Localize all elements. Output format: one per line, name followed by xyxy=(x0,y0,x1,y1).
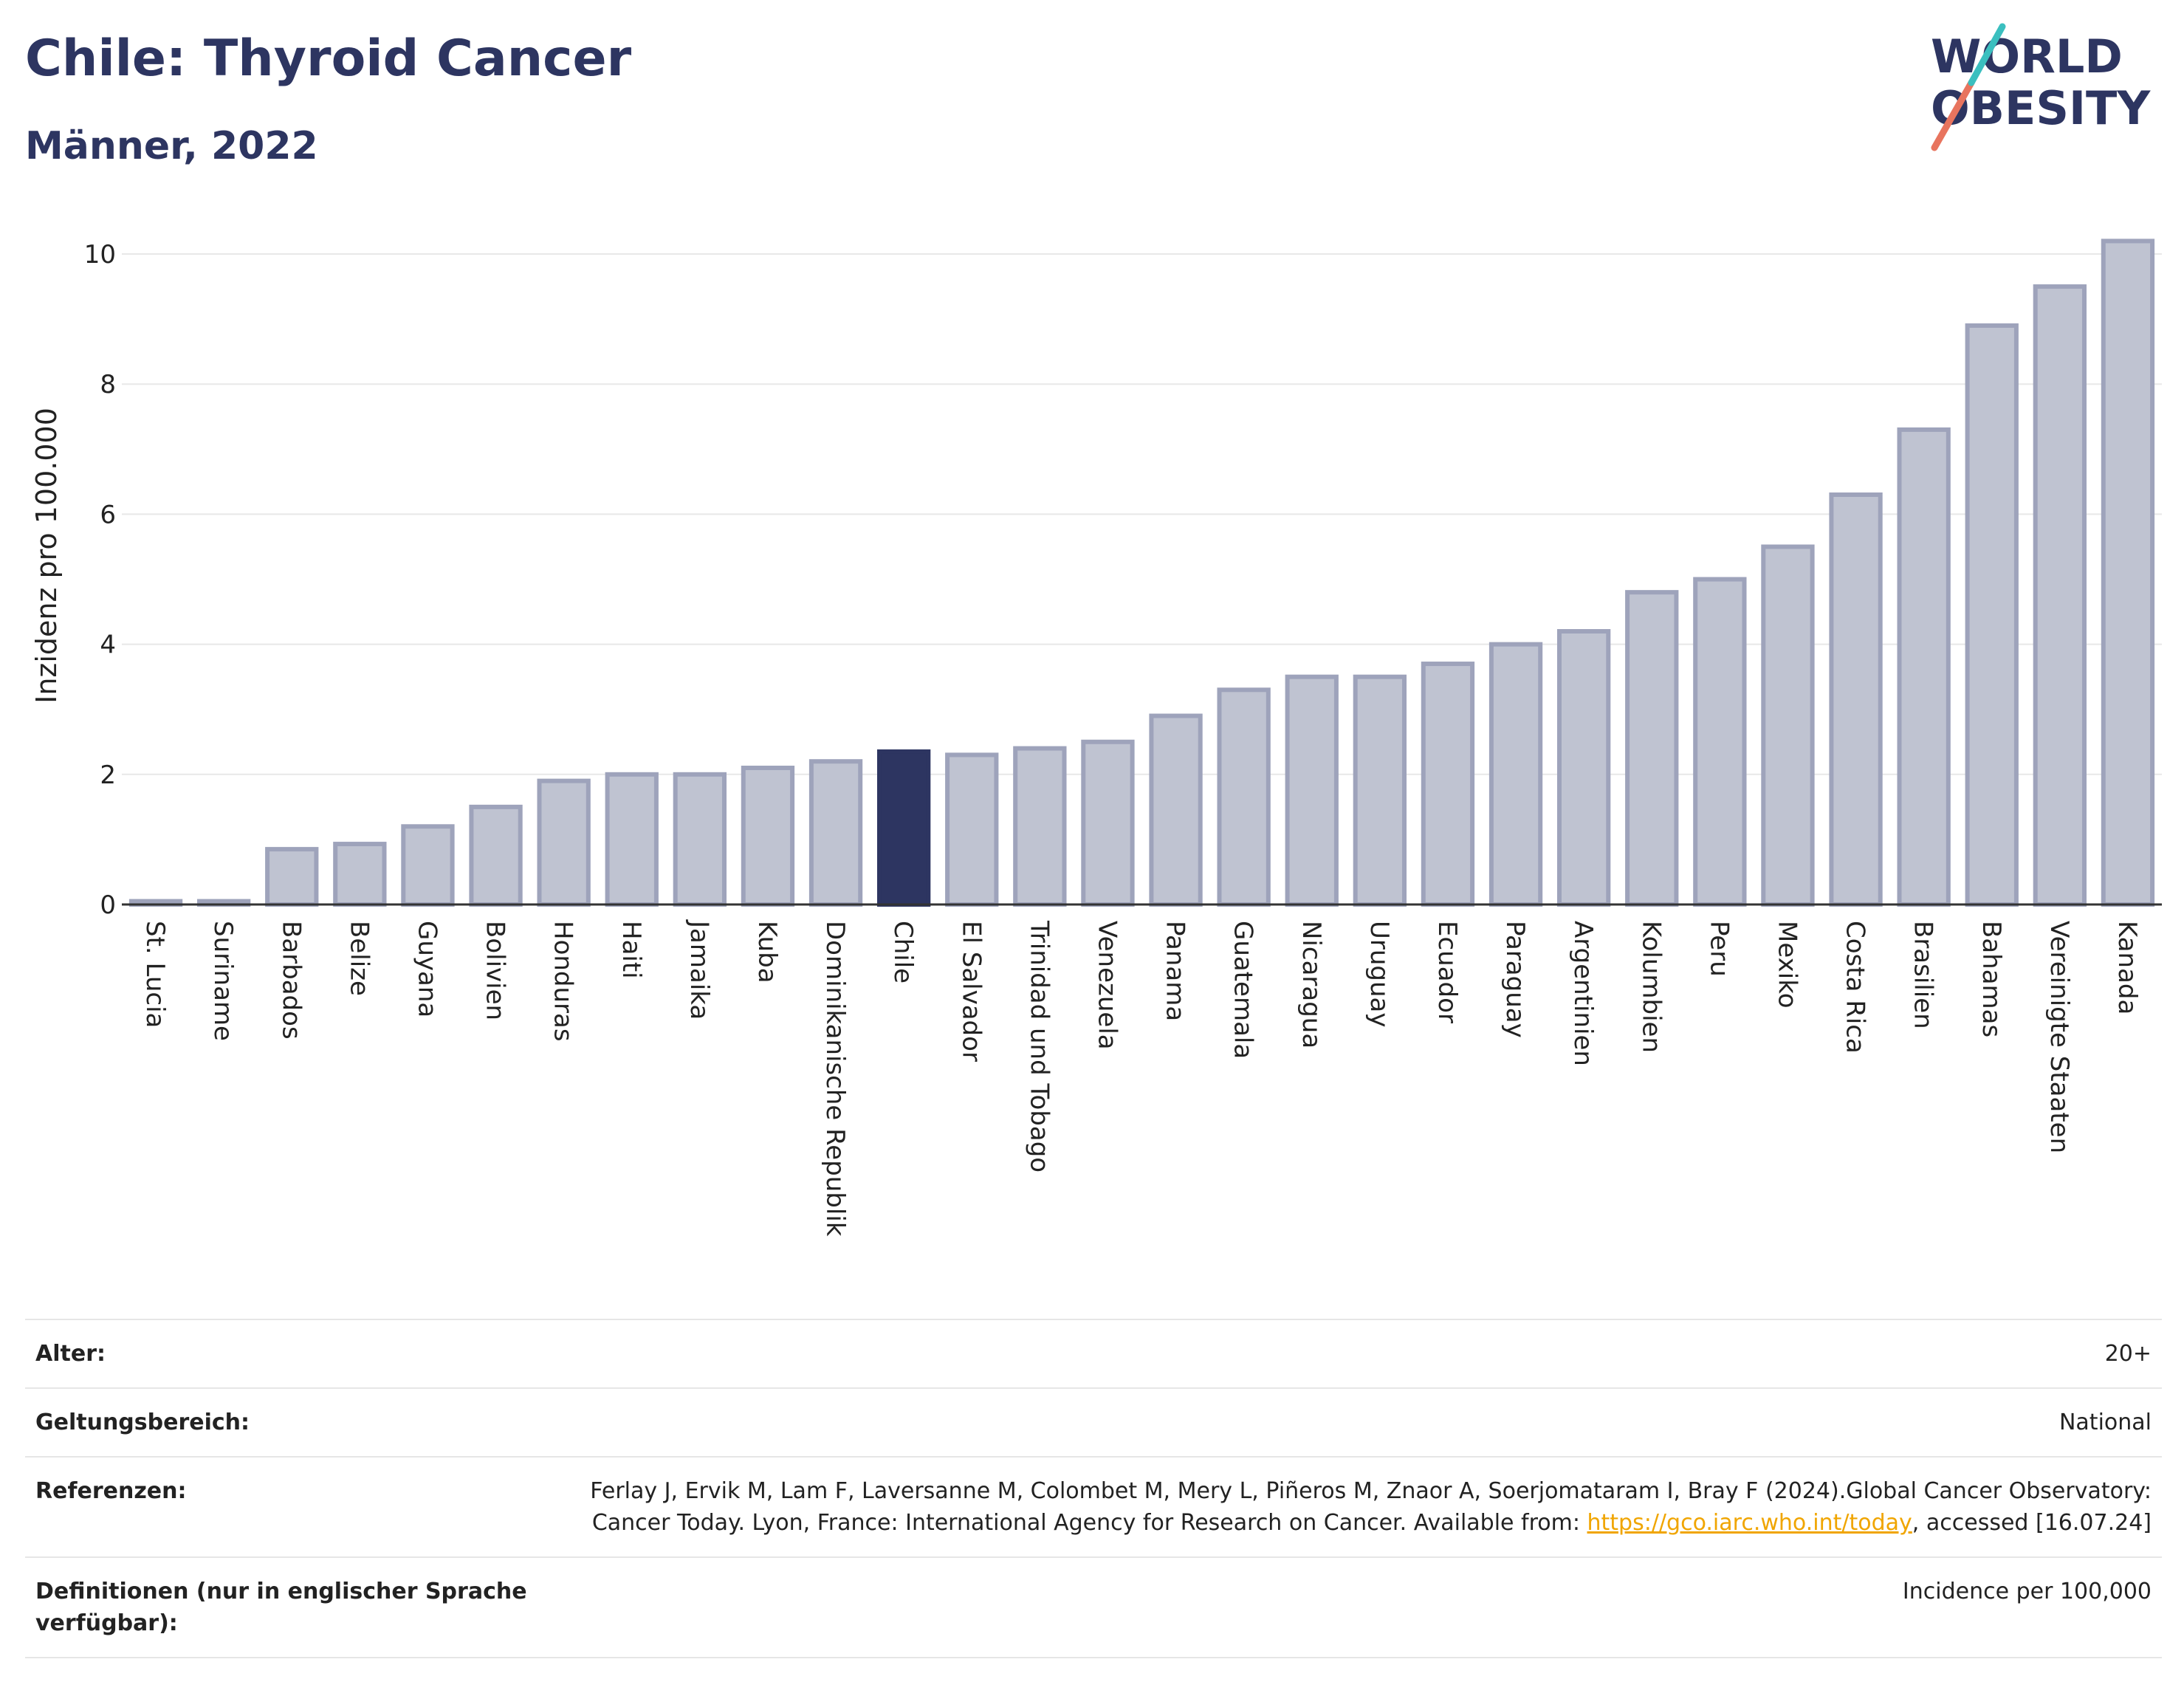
info-table: Alter: 20+ Geltungsbereich: National Ref… xyxy=(25,1319,2162,1658)
info-value-scope: National xyxy=(577,1387,2162,1458)
info-key-definitions: Definitionen (nur in englischer Sprache … xyxy=(25,1556,577,1658)
info-value-age: 20+ xyxy=(577,1319,2162,1389)
x-tick-label: Kolumbien xyxy=(1636,921,1666,1053)
bar-ecuador xyxy=(1421,662,1475,907)
x-tick-label: Belize xyxy=(344,921,374,996)
info-key-references: Referenzen: xyxy=(25,1456,577,1558)
svg-text:WORLD: WORLD xyxy=(1931,30,2123,83)
bar-panama xyxy=(1149,713,1203,907)
bar-jamaika xyxy=(673,772,727,907)
x-tick-label: Nicaragua xyxy=(1297,921,1326,1048)
bar-brasilien xyxy=(1897,427,1951,907)
x-tick-label: Bolivien xyxy=(481,921,510,1020)
page-title: Chile: Thyroid Cancer xyxy=(25,30,632,88)
info-row-definitions: Definitionen (nur in englischer Sprache … xyxy=(25,1556,2162,1658)
x-tick-label: Venezuela xyxy=(1092,921,1122,1050)
bar-nicaragua xyxy=(1285,674,1339,907)
bar-bolivien xyxy=(469,804,523,907)
bar-argentinien xyxy=(1556,629,1611,907)
x-tick-label: Peru xyxy=(1704,921,1734,977)
info-row-age: Alter: 20+ xyxy=(25,1319,2162,1389)
x-tick-label: Jamaika xyxy=(684,919,714,1020)
y-tick-label: 4 xyxy=(100,631,116,660)
y-tick-label: 6 xyxy=(100,500,116,529)
bar-vereinigte-staaten xyxy=(2033,284,2087,907)
reference-link[interactable]: https://gco.iarc.who.int/today xyxy=(1587,1510,1912,1536)
info-key-scope: Geltungsbereich: xyxy=(25,1387,577,1458)
x-tick-label: Mexiko xyxy=(1772,921,1802,1009)
x-tick-label: Costa Rica xyxy=(1841,921,1870,1054)
bar-kuba xyxy=(741,766,795,907)
bar-trinidad-und-tobago xyxy=(1013,746,1067,907)
reference-text: Ferlay J, Ervik M, Lam F, Laversanne M, … xyxy=(590,1478,2152,1536)
bar-belize xyxy=(333,842,387,907)
x-tick-label: Trinidad und Tobago xyxy=(1024,920,1054,1173)
x-tick-label: St. Lucia xyxy=(140,921,170,1028)
reference-accessed: , accessed [16.07.24] xyxy=(1912,1510,2152,1536)
bar-peru xyxy=(1693,577,1747,907)
bar-costa-rica xyxy=(1829,492,1883,907)
x-tick-label: Guyana xyxy=(412,921,442,1017)
x-tick-label: Kuba xyxy=(752,921,782,983)
bar-paraguay xyxy=(1488,642,1543,907)
x-tick-label: Ecuador xyxy=(1432,921,1462,1023)
x-tick-label: Suriname xyxy=(208,921,238,1041)
x-tick-label: Brasilien xyxy=(1909,921,1938,1029)
bar-guyana xyxy=(401,824,455,907)
bar-mexiko xyxy=(1761,544,1815,907)
info-value-references: Ferlay J, Ervik M, Lam F, Laversanne M, … xyxy=(577,1456,2162,1558)
x-tick-label: Argentinien xyxy=(1568,921,1598,1066)
bar-el-salvador xyxy=(945,752,999,907)
x-tick-label: Chile xyxy=(888,921,918,983)
y-tick-label: 10 xyxy=(84,240,116,269)
x-tick-label: Paraguay xyxy=(1500,921,1530,1038)
bar-guatemala xyxy=(1217,687,1271,907)
world-obesity-logo: WORLD OBESITY xyxy=(1931,23,2151,151)
x-tick-label: Uruguay xyxy=(1364,921,1394,1028)
bar-chile xyxy=(876,749,931,907)
x-tick-label: Haiti xyxy=(617,921,646,979)
bar-kanada xyxy=(2101,238,2155,907)
bar-uruguay xyxy=(1353,674,1407,907)
x-tick-label: Panama xyxy=(1161,921,1190,1021)
x-tick-label: Honduras xyxy=(549,921,578,1042)
info-value-definitions: Incidence per 100,000 xyxy=(577,1556,2162,1658)
bar-chart: 0 2 4 6 8 10 St. Lucia Suriname Barbados Belize Gu… xyxy=(30,238,2162,1237)
bar-barbados xyxy=(265,847,319,907)
bar-venezuela xyxy=(1081,739,1135,907)
info-key-age: Alter: xyxy=(25,1319,577,1389)
bar-honduras xyxy=(537,778,591,907)
x-tick-label: Bahamas xyxy=(1977,921,2006,1037)
bar-kolumbien xyxy=(1625,590,1679,907)
bar-bahamas xyxy=(1965,323,2019,907)
info-row-scope: Geltungsbereich: National xyxy=(25,1387,2162,1458)
bar-dominikanische-republik xyxy=(808,759,863,907)
y-axis-title: Inzidenz pro 100.000 xyxy=(30,408,63,704)
page-subtitle: Männer, 2022 xyxy=(25,124,318,168)
x-tick-label: Kanada xyxy=(2112,921,2142,1014)
x-tick-label: Dominikanische Republik xyxy=(820,921,850,1237)
x-tick-label: Barbados xyxy=(276,921,306,1040)
bar-haiti xyxy=(605,772,659,907)
x-tick-label: El Salvador xyxy=(956,921,986,1062)
x-tick-label: Vereinigte Staaten xyxy=(2044,921,2074,1153)
y-tick-label: 2 xyxy=(100,761,116,790)
y-tick-label: 0 xyxy=(100,890,116,920)
info-row-references: Referenzen: Ferlay J, Ervik M, Lam F, La… xyxy=(25,1456,2162,1558)
y-tick-label: 8 xyxy=(100,370,116,399)
x-tick-label: Guatemala xyxy=(1229,921,1258,1059)
